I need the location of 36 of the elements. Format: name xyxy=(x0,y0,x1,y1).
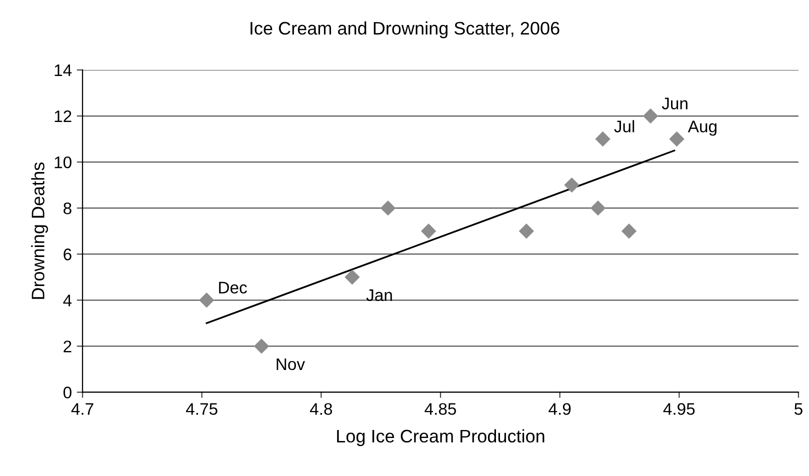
y-tick-label: 8 xyxy=(64,202,72,214)
x-tick-label: 5 xyxy=(794,403,802,415)
annotation: Jun xyxy=(662,98,688,110)
x-axis-title: Log Ice Cream Production xyxy=(337,429,544,446)
point xyxy=(380,200,396,216)
point xyxy=(518,223,534,239)
point xyxy=(669,131,684,147)
point xyxy=(595,131,610,147)
point xyxy=(420,223,436,239)
annotation: Jul xyxy=(614,120,634,132)
chart-title: Ice Cream and Drowning Scatter, 2006 xyxy=(250,21,560,38)
y-tick-label: 10 xyxy=(54,156,72,168)
x-tick-label: 4.95 xyxy=(663,403,695,415)
point xyxy=(564,177,580,193)
point xyxy=(590,200,606,216)
point xyxy=(621,223,637,239)
x-tick-label: 4.85 xyxy=(424,403,456,415)
y-tick-label: 2 xyxy=(64,340,72,352)
y-tick-label: 0 xyxy=(63,386,72,398)
point xyxy=(199,292,214,308)
x-tick-label: 4.7 xyxy=(71,403,94,415)
x-tick-label: 4.8 xyxy=(310,403,332,415)
y-tick-label: 14 xyxy=(54,64,72,76)
y-tick-label: 6 xyxy=(64,248,72,260)
annotation: Dec xyxy=(219,282,247,294)
y-tick-label: 4 xyxy=(63,294,72,306)
y-tick-label: 12 xyxy=(54,110,72,122)
x-tick-label: 4.75 xyxy=(186,403,218,415)
annotation: Aug xyxy=(688,120,716,136)
x-tick-label: 4.9 xyxy=(548,403,571,415)
point xyxy=(254,338,270,354)
annotation: Jan xyxy=(366,289,392,302)
point xyxy=(642,108,658,124)
y-axis-title: Drowning Deaths xyxy=(31,162,48,299)
point xyxy=(344,270,360,285)
annotation: Nov xyxy=(276,358,305,370)
